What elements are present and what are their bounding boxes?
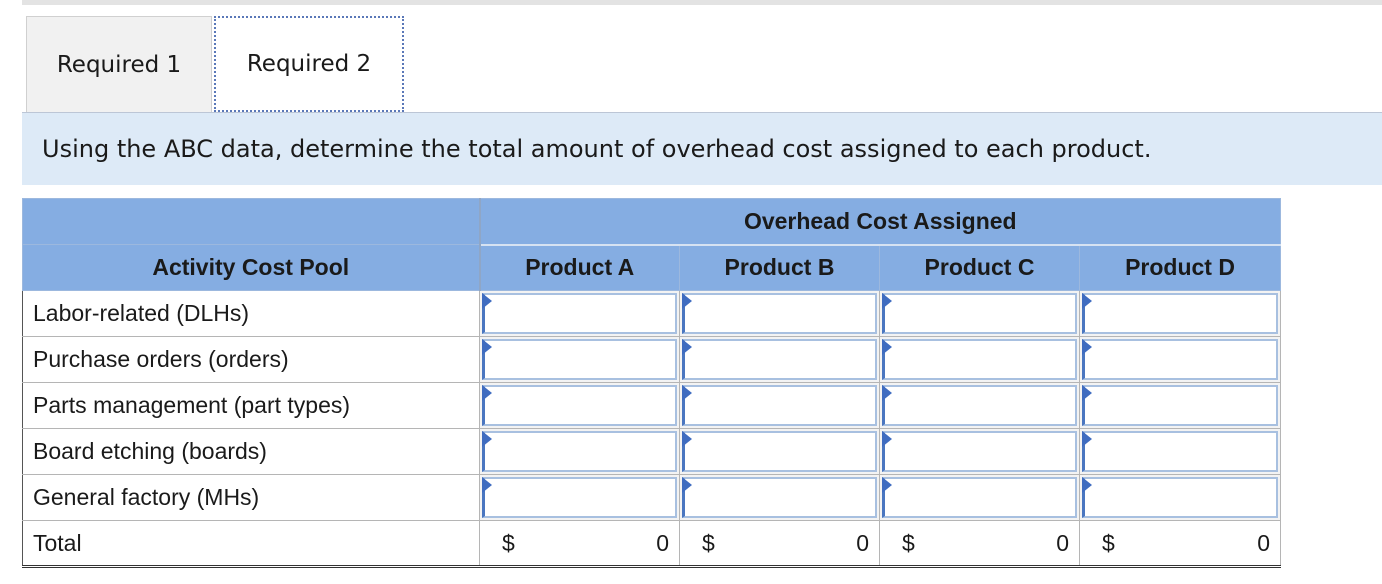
input-flag-icon: [1082, 431, 1092, 447]
table-row: Labor-related (DLHs): [22, 290, 1282, 337]
amount-input[interactable]: [682, 431, 877, 472]
table-row: General factory (MHs): [22, 474, 1282, 521]
amount-input[interactable]: [1082, 385, 1279, 426]
input-cell: [1078, 290, 1282, 337]
input-flag-icon: [1082, 385, 1092, 401]
total-value: 0: [1056, 529, 1069, 556]
input-cell: [479, 474, 680, 521]
amount-input[interactable]: [682, 477, 877, 518]
input-flag-icon: [882, 385, 892, 401]
input-cell: [679, 428, 880, 475]
total-value: 0: [856, 529, 869, 556]
input-cell: [679, 382, 880, 429]
input-cell: [879, 474, 1080, 521]
amount-input[interactable]: [1082, 431, 1279, 472]
table-row: Parts management (part types): [22, 382, 1282, 429]
input-cell: [879, 336, 1080, 383]
input-cell: [1078, 382, 1282, 429]
total-row: Total $0 $0 $0 $0: [22, 520, 1282, 568]
input-flag-icon: [1082, 293, 1092, 309]
header-blank: [22, 198, 481, 245]
input-flag-icon: [1082, 339, 1092, 355]
amount-input[interactable]: [882, 385, 1077, 426]
row-label: Board etching (boards): [22, 428, 480, 475]
input-flag-icon: [882, 477, 892, 493]
input-cell: [1078, 474, 1282, 521]
amount-input[interactable]: [682, 385, 877, 426]
instruction-banner: Using the ABC data, determine the total …: [22, 113, 1382, 185]
product-c-header: Product C: [879, 244, 1080, 291]
amount-input[interactable]: [1082, 477, 1279, 518]
instruction-text: Using the ABC data, determine the total …: [42, 135, 1152, 163]
input-flag-icon: [482, 293, 492, 309]
amount-input[interactable]: [482, 339, 677, 380]
row-label: Purchase orders (orders): [22, 336, 480, 383]
total-value: 0: [1257, 529, 1271, 556]
input-flag-icon: [482, 339, 492, 355]
input-flag-icon: [682, 339, 692, 355]
tab-underline: [22, 112, 1382, 113]
row-label: Parts management (part types): [22, 382, 480, 429]
input-cell: [679, 474, 880, 521]
input-cell: [879, 382, 1080, 429]
input-flag-icon: [882, 339, 892, 355]
input-cell: [479, 428, 680, 475]
tab-required-2[interactable]: Required 2: [214, 16, 404, 112]
amount-input[interactable]: [482, 431, 677, 472]
input-cell: [679, 290, 880, 337]
amount-input[interactable]: [882, 339, 1077, 380]
product-d-header: Product D: [1078, 244, 1282, 291]
input-flag-icon: [482, 385, 492, 401]
input-flag-icon: [882, 293, 892, 309]
amount-input[interactable]: [882, 293, 1077, 334]
amount-input[interactable]: [482, 293, 677, 334]
currency-symbol: $: [702, 529, 715, 556]
total-cell-a: $0: [479, 520, 680, 568]
input-flag-icon: [482, 431, 492, 447]
amount-input[interactable]: [482, 385, 677, 426]
input-cell: [879, 290, 1080, 337]
amount-input[interactable]: [1082, 339, 1279, 380]
overhead-table: Overhead Cost Assigned Activity Cost Poo…: [22, 198, 1282, 568]
activity-cost-pool-header: Activity Cost Pool: [22, 244, 481, 291]
table-row: Purchase orders (orders): [22, 336, 1282, 383]
row-label: General factory (MHs): [22, 474, 480, 521]
total-cell-c: $0: [879, 520, 1080, 568]
row-label: Labor-related (DLHs): [22, 290, 480, 337]
input-cell: [479, 290, 680, 337]
input-cell: [679, 336, 880, 383]
tab-required-1[interactable]: Required 1: [26, 16, 212, 112]
total-value: 0: [656, 529, 669, 556]
input-flag-icon: [682, 431, 692, 447]
input-flag-icon: [682, 477, 692, 493]
input-cell: [1078, 336, 1282, 383]
input-cell: [479, 336, 680, 383]
input-cell: [479, 382, 680, 429]
product-a-header: Product A: [479, 244, 680, 291]
table-row: Board etching (boards): [22, 428, 1282, 475]
input-flag-icon: [882, 431, 892, 447]
amount-input[interactable]: [882, 477, 1077, 518]
input-flag-icon: [682, 293, 692, 309]
total-label: Total: [22, 520, 480, 568]
amount-input[interactable]: [1082, 293, 1279, 334]
input-cell: [1078, 428, 1282, 475]
input-cell: [879, 428, 1080, 475]
top-divider: [22, 0, 1382, 5]
currency-symbol: $: [502, 529, 515, 556]
total-cell-b: $0: [679, 520, 880, 568]
currency-symbol: $: [1102, 529, 1115, 556]
currency-symbol: $: [902, 529, 915, 556]
amount-input[interactable]: [882, 431, 1077, 472]
input-flag-icon: [1082, 477, 1092, 493]
amount-input[interactable]: [682, 339, 877, 380]
input-flag-icon: [682, 385, 692, 401]
amount-input[interactable]: [682, 293, 877, 334]
input-flag-icon: [482, 477, 492, 493]
amount-input[interactable]: [482, 477, 677, 518]
product-b-header: Product B: [679, 244, 880, 291]
total-cell-d: $0: [1078, 520, 1282, 568]
overhead-cost-assigned-header: Overhead Cost Assigned: [478, 198, 1282, 246]
